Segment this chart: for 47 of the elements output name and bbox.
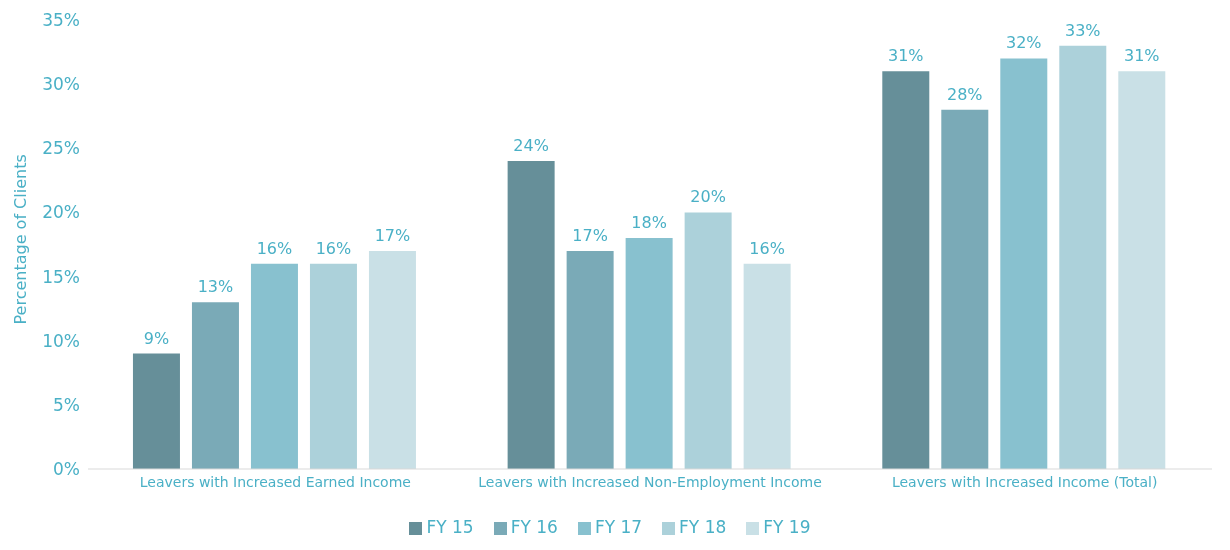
data-label: 28%	[947, 84, 983, 104]
bar	[1059, 45, 1107, 469]
bar	[250, 263, 298, 469]
bar	[566, 250, 614, 469]
x-tick-label: Leavers with Increased Income (Total)	[891, 473, 1158, 490]
bar	[132, 353, 180, 469]
legend-label: FY 17	[594, 517, 643, 537]
data-label: 17%	[572, 225, 608, 245]
y-tick-label: 0%	[53, 459, 80, 480]
legend-label: FY 19	[763, 517, 811, 537]
bar	[743, 263, 791, 469]
bar	[309, 263, 357, 469]
x-tick-label: Leavers with Increased Non-Employment Income	[478, 473, 822, 490]
data-label: 31%	[1124, 46, 1160, 66]
data-label: 16%	[256, 238, 293, 258]
bar	[507, 161, 555, 469]
data-label: 16%	[315, 238, 352, 258]
legend-label: FY 15	[426, 517, 474, 537]
data-label: 16%	[749, 238, 785, 258]
bar	[368, 250, 416, 469]
y-tick-label: 5%	[53, 394, 80, 415]
legend-label: FY 16	[510, 517, 558, 537]
data-label: 31%	[888, 46, 924, 66]
bar	[941, 109, 989, 469]
y-tick-label: 30%	[42, 74, 80, 95]
bar	[882, 71, 930, 469]
y-tick-label: 15%	[42, 266, 80, 287]
data-label: 13%	[197, 277, 234, 297]
data-label: 20%	[690, 187, 726, 207]
bar	[1118, 71, 1166, 469]
y-tick-label: 35%	[42, 10, 80, 31]
legend-label: FY 18	[679, 517, 727, 537]
y-axis-title: Percentage of Clients	[10, 154, 30, 325]
bar	[684, 212, 732, 469]
data-label: 33%	[1065, 20, 1101, 40]
bar	[191, 302, 239, 469]
y-tick-label: 20%	[42, 202, 80, 223]
bar	[1000, 58, 1048, 469]
data-label: 18%	[631, 213, 667, 233]
y-tick-label: 10%	[42, 330, 80, 351]
y-tick-label: 25%	[42, 138, 80, 159]
data-label: 24%	[513, 136, 549, 156]
data-label: 32%	[1006, 33, 1042, 53]
x-tick-label: Leavers with Increased Earned Income	[139, 473, 411, 490]
bar	[625, 238, 673, 469]
data-label: 17%	[374, 225, 411, 245]
data-label: 9%	[143, 328, 170, 348]
